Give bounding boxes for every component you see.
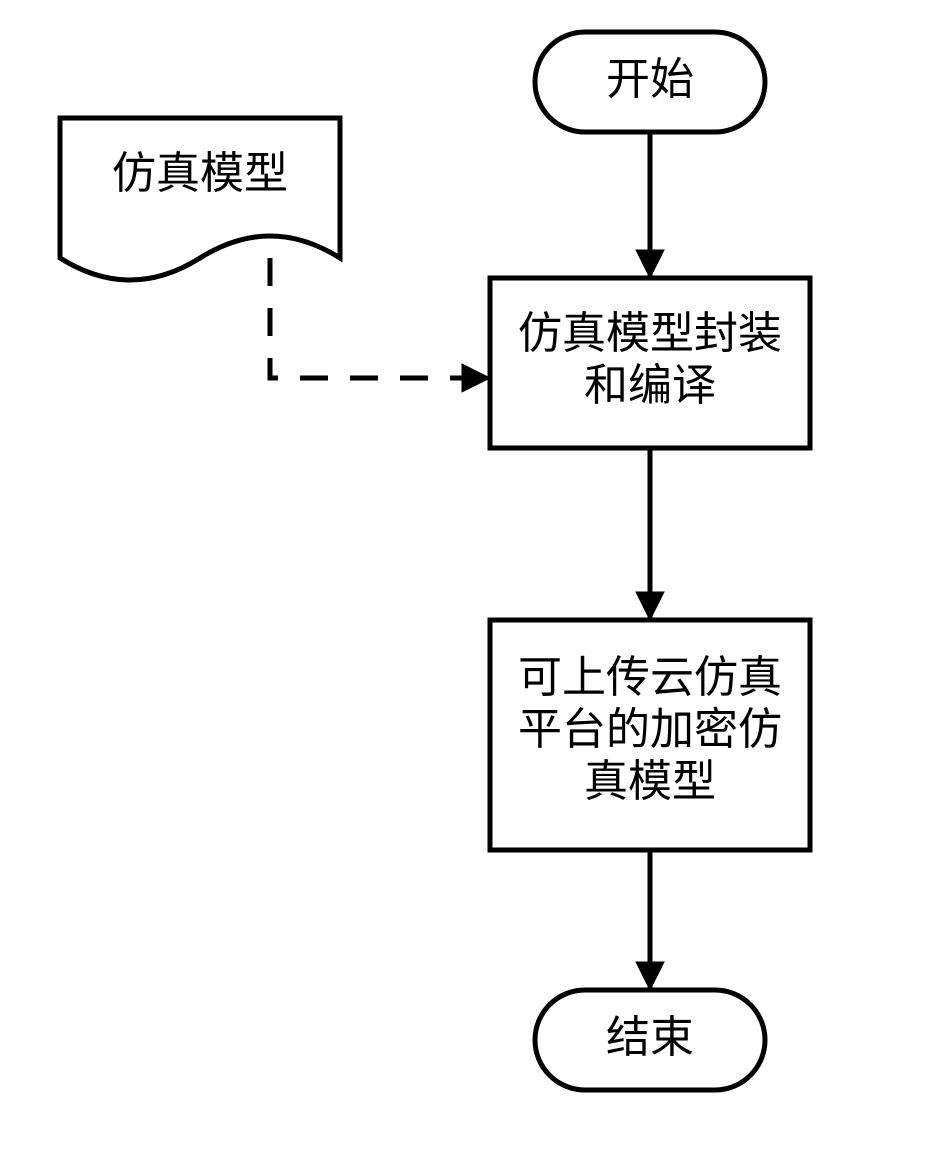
input_doc-label: 仿真模型 — [112, 149, 288, 198]
process2-label-line-0: 可上传云仿真 — [518, 653, 782, 702]
end-node-label: 结束 — [606, 1013, 694, 1062]
flowchart-diagram: 开始仿真模型仿真模型封装和编译可上传云仿真平台的加密仿真模型结束 — [0, 0, 934, 1170]
input_doc-node — [60, 118, 340, 280]
arrowhead-process2-to-end — [636, 962, 664, 990]
start-node-label: 开始 — [606, 55, 694, 104]
process2-label-line-2: 真模型 — [584, 757, 716, 806]
process2-label-line-1: 平台的加密仿 — [518, 705, 782, 754]
edge-input_doc-to-process1 — [270, 258, 490, 378]
arrowhead-input_doc-to-process1 — [462, 364, 490, 392]
process1-label-line-0: 仿真模型封装 — [518, 309, 782, 358]
arrowhead-process1-to-process2 — [636, 592, 664, 620]
arrowhead-start-to-process1 — [636, 250, 664, 278]
process1-label-line-1: 和编译 — [584, 361, 716, 410]
